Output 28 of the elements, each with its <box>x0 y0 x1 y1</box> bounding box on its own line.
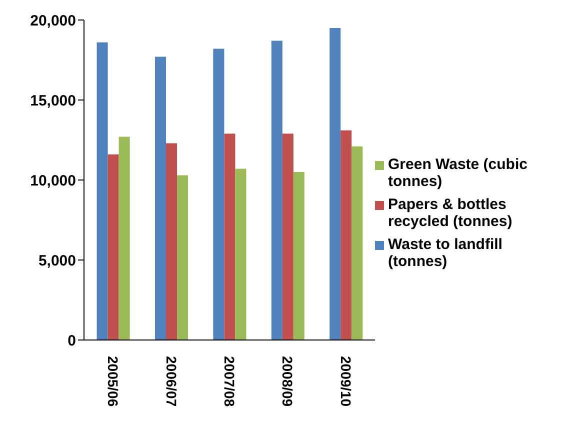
bar <box>155 56 166 340</box>
bar <box>224 134 236 340</box>
bar <box>177 175 188 340</box>
legend-label: Green Waste (cubic tonnes) <box>388 156 528 190</box>
bar <box>166 143 178 340</box>
bar <box>271 40 282 340</box>
bar <box>235 168 246 340</box>
bar <box>293 172 304 340</box>
bar <box>118 136 130 340</box>
legend-label: Papers & bottles recycled (tonnes) <box>388 196 514 230</box>
bar <box>330 28 341 340</box>
x-tick-label: 2008/09 <box>280 356 296 407</box>
y-tick-label: 0 <box>68 332 76 350</box>
y-tick-label: 15,000 <box>30 92 76 110</box>
x-tick-label: 2006/07 <box>163 356 180 407</box>
legend-label: Waste to landfill (tonnes) <box>388 236 504 270</box>
x-tick-label: 2009/10 <box>338 356 354 407</box>
bar <box>352 146 363 340</box>
bar <box>108 154 119 340</box>
y-tick-label: 5,000 <box>38 252 76 270</box>
x-tick-label: 2007/08 <box>222 356 238 407</box>
y-tick-label: 20,000 <box>30 12 76 30</box>
x-tick-label: 2005/06 <box>105 356 122 407</box>
bar <box>340 130 352 340</box>
bar <box>96 42 108 340</box>
bar <box>282 134 294 340</box>
bar <box>213 48 224 340</box>
y-tick-label: 10,000 <box>30 172 76 190</box>
